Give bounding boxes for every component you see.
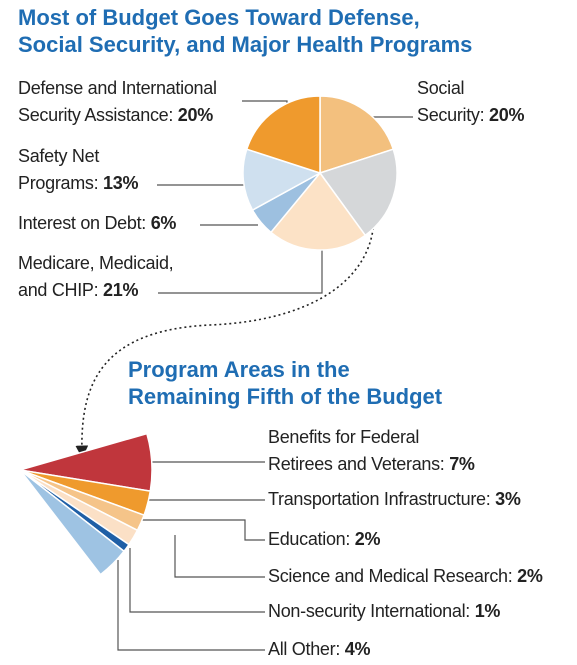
category-label: Non-security International: [268, 601, 471, 621]
leader-line [158, 240, 323, 294]
slice-label: Safety Net Programs: 13% [18, 143, 138, 197]
category-label: Defense and International Security Assis… [18, 78, 217, 125]
slice-label: Social Security: 20% [417, 75, 524, 129]
category-label: Social Security: [417, 78, 485, 125]
value-label: 20% [489, 105, 525, 125]
category-label: Education: [268, 529, 351, 549]
value-label: 20% [177, 105, 213, 125]
category-label: All Other: [268, 639, 341, 659]
value-label: 4% [344, 639, 371, 659]
subtitle: Program Areas in the Remaining Fifth of … [128, 357, 443, 409]
value-label: 3% [495, 489, 521, 509]
slice-label: Benefits for Federal Retirees and Vetera… [268, 424, 475, 478]
slice-label: Non-security International: 1% [268, 598, 500, 625]
slice [269, 171, 367, 251]
leader-line [117, 560, 265, 651]
slice-label: Interest on Debt: 6% [18, 210, 176, 237]
slice [242, 148, 322, 212]
value-label: 21% [103, 280, 139, 300]
category-label: Science and Medical Research: [268, 566, 513, 586]
value-label: 7% [449, 454, 475, 474]
slice-label: Education: 2% [268, 526, 380, 553]
title: Most of Budget Goes Toward Defense, Soci… [18, 5, 473, 57]
leader-line [129, 548, 265, 613]
value-label: 1% [474, 601, 501, 621]
leader-line [130, 519, 265, 541]
slice-label: Defense and International Security Assis… [18, 75, 217, 129]
slice [318, 148, 398, 237]
value-label: 6% [150, 213, 177, 233]
slice-label: Transportation Infrastructure: 3% [268, 486, 521, 513]
slice-label: Medicare, Medicaid, and CHIP: 21% [18, 250, 174, 304]
category-label: Safety Net Programs: [18, 146, 100, 193]
slice [19, 469, 126, 576]
slice-label: Science and Medical Research: 2% [268, 563, 543, 590]
category-label: Benefits for Federal Retirees and Vetera… [268, 427, 445, 474]
value-label: 2% [354, 529, 381, 549]
slice [319, 95, 395, 175]
value-label: 13% [103, 173, 139, 193]
category-label: Medicare, Medicaid, and CHIP: [18, 253, 174, 300]
category-label: Interest on Debt: [18, 213, 146, 233]
slice-label: All Other: 4% [268, 636, 370, 663]
category-label: Transportation Infrastructure: [268, 489, 491, 509]
connector-arrow [75, 197, 375, 459]
slice [245, 95, 321, 175]
value-label: 2% [517, 566, 543, 586]
leader-line [174, 535, 265, 578]
